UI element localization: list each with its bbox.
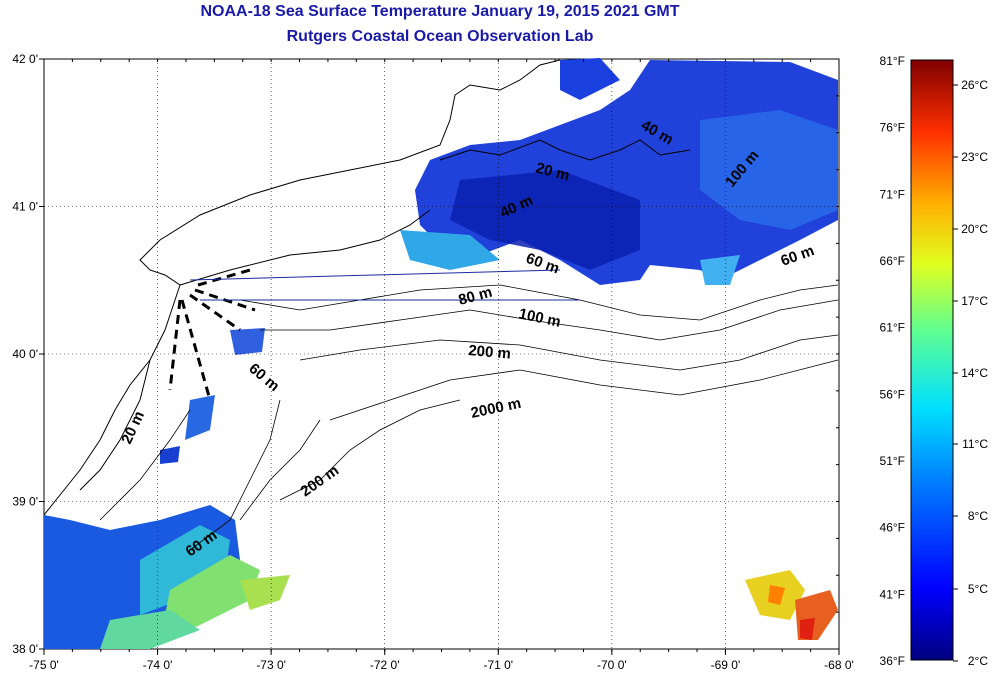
colorbar-f-label: 41°F [880, 587, 905, 601]
temperature-colorbar [910, 59, 954, 661]
lat-label: 39 0' [12, 495, 38, 509]
colorbar-f-label: 56°F [880, 387, 905, 401]
colorbar-c-label: 20°C [961, 222, 988, 236]
longitude-labels: -75 0' -74 0' -73 0' -72 0' -71 0' -70 0' -69 … [29, 658, 854, 672]
colorbar-f-label: 61°F [880, 321, 905, 335]
colorbar-f-label: 76°F [880, 121, 905, 135]
lat-label: 38 0' [12, 642, 38, 656]
sst-data-layer [44, 58, 838, 649]
colorbar-c-label: 17°C [961, 294, 988, 308]
map-ticks [39, 58, 840, 655]
colorbar-c-label: 23°C [961, 150, 988, 164]
colorbar-f-label: 71°F [880, 187, 905, 201]
colorbar-celsius-labels: 26°C 23°C 20°C 17°C 14°C 11°C 8°C 5°C 2°C [953, 78, 988, 668]
lon-label: -70 0' [597, 658, 627, 672]
latitude-labels: 42 0' 41 0' 40 0' 39 0' 38 0' [12, 52, 38, 656]
lon-label: -75 0' [29, 658, 59, 672]
coastline [43, 59, 691, 516]
lon-label: -71 0' [483, 658, 513, 672]
colorbar-fahrenheit-labels: 81°F 76°F 71°F 66°F 61°F 56°F 51°F 46°F 41°F 36°F [880, 54, 905, 668]
lat-label: 42 0' [12, 52, 38, 66]
contour-label: 200 m [468, 342, 512, 363]
colorbar-c-label: 8°C [968, 509, 988, 523]
colorbar-c-label: 5°C [968, 582, 988, 596]
lat-label: 41 0' [12, 200, 38, 214]
colorbar-f-label: 81°F [880, 54, 905, 68]
lat-label: 40 0' [12, 347, 38, 361]
colorbar-c-label: 2°C [968, 654, 988, 668]
colorbar-c-label: 11°C [962, 437, 988, 451]
colorbar-f-label: 36°F [880, 654, 905, 668]
colorbar-f-label: 46°F [880, 521, 905, 535]
colorbar-f-label: 51°F [880, 454, 905, 468]
lon-label: -69 0' [711, 658, 741, 672]
colorbar-f-label: 66°F [880, 254, 905, 268]
lon-label: -68 0' [824, 658, 854, 672]
lon-label: -73 0' [256, 658, 286, 672]
colorbar-c-label: 26°C [961, 78, 988, 92]
colorbar-c-label: 14°C [961, 366, 988, 380]
lon-label: -74 0' [143, 658, 173, 672]
map-gridlines [44, 59, 839, 649]
map-title: NOAA-18 Sea Surface Temperature January … [200, 3, 680, 20]
lon-label: -72 0' [370, 658, 400, 672]
map-subtitle: Rutgers Coastal Ocean Observation Lab [286, 28, 594, 45]
